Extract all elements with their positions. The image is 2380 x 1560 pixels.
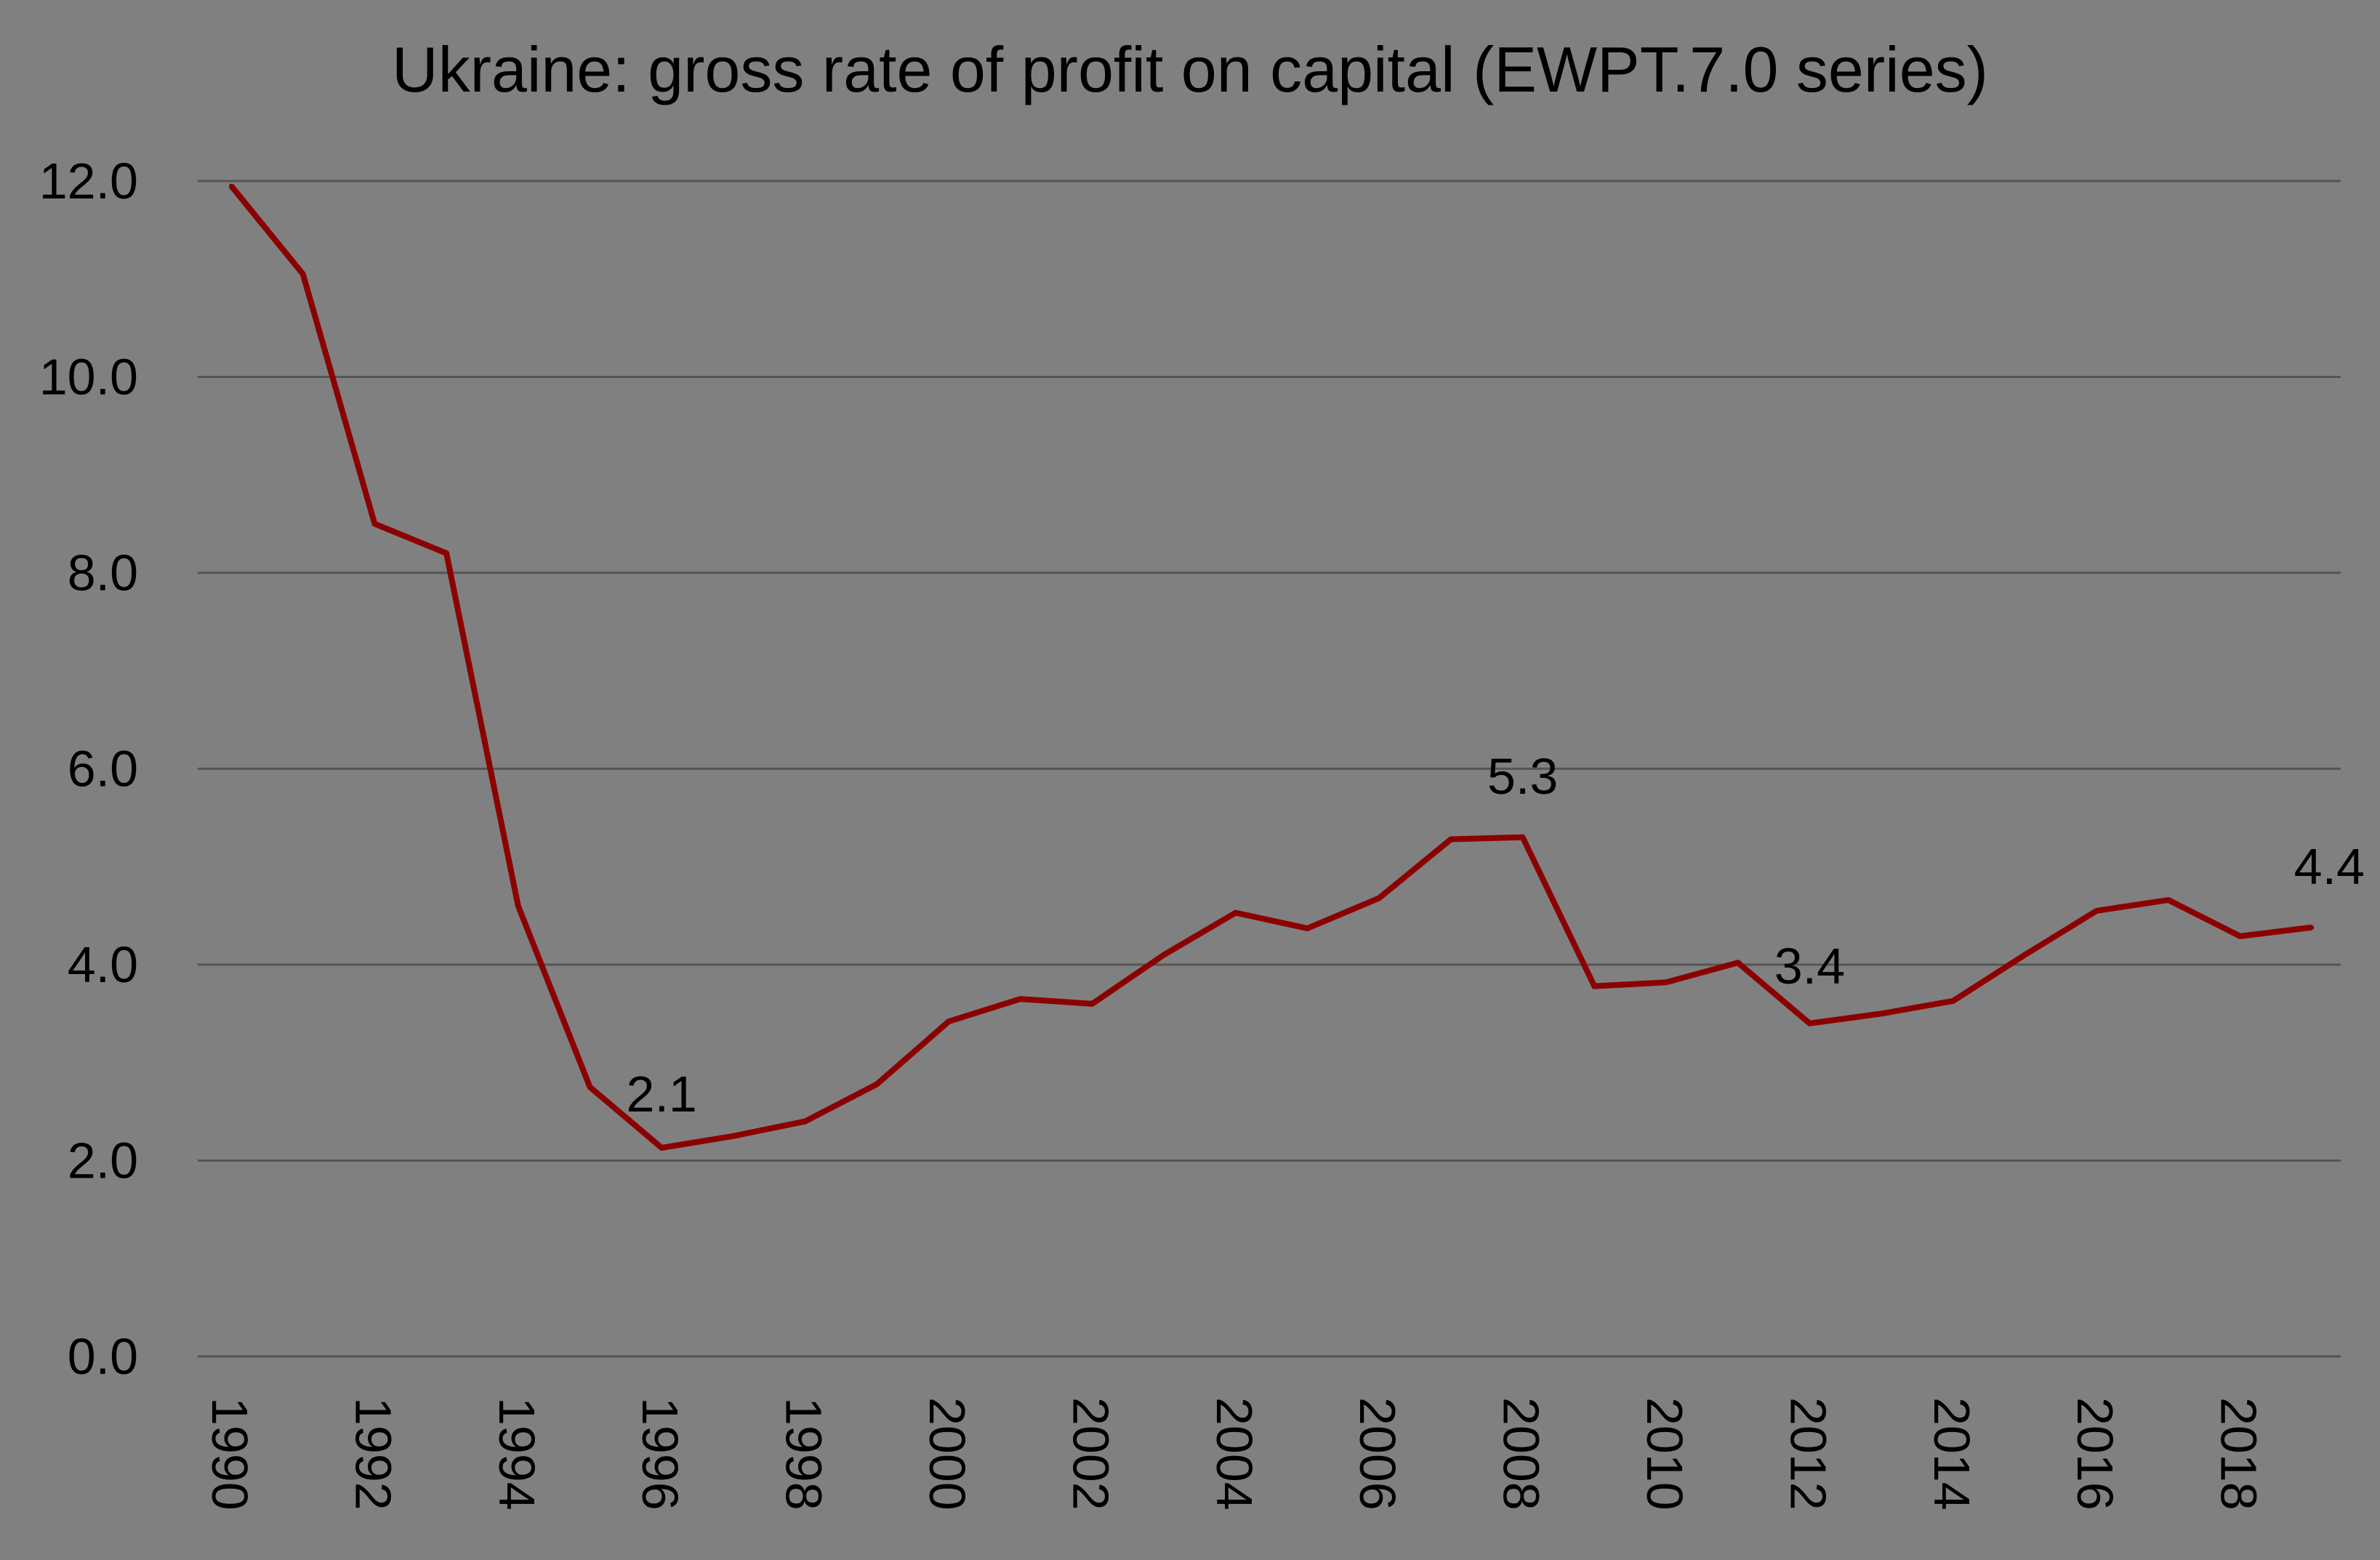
data-point (229, 183, 233, 188)
y-axis-tick-labels: 0.0 2.0 4.0 6.0 8.0 10.0 12.0 (39, 153, 138, 1385)
data-label: 5.3 (1487, 748, 1558, 805)
data-point (803, 1119, 808, 1124)
data-point (1592, 984, 1597, 989)
x-axis-tick-labels: 1990 1992 1994 1996 1998 2000 2002 2004 2006 2008… (201, 1397, 2267, 1511)
gridlines (198, 180, 2341, 1358)
data-point (1162, 952, 1167, 957)
data-point (2309, 925, 2315, 930)
data-label-group: 2.1 5.3 3.4 4.4 (627, 748, 2365, 1122)
data-point (2094, 908, 2099, 913)
x-tick-label: 2006 (1349, 1397, 1406, 1511)
data-point (1448, 837, 1453, 842)
x-tick-label: 2000 (919, 1397, 976, 1511)
data-point (444, 551, 449, 556)
x-tick-label: 2010 (1636, 1397, 1693, 1511)
data-point (1377, 896, 1382, 901)
data-point (1090, 1001, 1095, 1006)
data-point (2238, 933, 2243, 938)
x-tick-label: 2016 (2067, 1397, 2123, 1511)
data-point (1807, 1021, 1812, 1026)
data-point (1520, 835, 1525, 840)
data-point (1950, 998, 1955, 1003)
y-tick-label: 12.0 (39, 153, 138, 209)
data-point (372, 521, 377, 526)
data-point (300, 272, 305, 277)
data-point (1233, 910, 1238, 915)
data-label: 4.4 (2294, 838, 2365, 895)
data-point (1305, 926, 1310, 931)
data-point (587, 1085, 592, 1090)
y-tick-label: 0.0 (68, 1328, 138, 1385)
series-line (228, 184, 2312, 1151)
chart-title: Ukraine: gross rate of profit on capital… (392, 33, 1988, 105)
data-point (659, 1145, 664, 1150)
data-point (731, 1133, 736, 1138)
x-tick-label: 2004 (1206, 1397, 1263, 1511)
y-tick-label: 6.0 (68, 741, 138, 797)
y-tick-label: 2.0 (68, 1133, 138, 1189)
x-tick-label: 2014 (1923, 1397, 1980, 1511)
x-tick-label: 1996 (632, 1397, 688, 1511)
y-tick-label: 8.0 (68, 544, 138, 601)
x-tick-label: 1998 (776, 1397, 832, 1511)
x-tick-label: 1992 (345, 1397, 401, 1511)
data-point (2166, 898, 2171, 903)
data-point (515, 904, 520, 909)
x-tick-label: 2008 (1493, 1397, 1550, 1511)
data-point (1735, 960, 1740, 965)
x-tick-label: 1994 (489, 1397, 545, 1511)
data-point (1879, 1011, 1884, 1016)
data-point (1664, 980, 1668, 985)
x-tick-label: 2018 (2211, 1397, 2267, 1511)
data-point (946, 1019, 951, 1024)
data-label: 3.4 (1774, 938, 1845, 994)
x-tick-label: 1990 (201, 1397, 258, 1511)
data-point (1018, 997, 1023, 1002)
data-label: 2.1 (627, 1066, 697, 1122)
data-point (875, 1082, 880, 1087)
series-group (228, 183, 2315, 1151)
x-tick-label: 2002 (1062, 1397, 1119, 1511)
x-tick-label: 2012 (1780, 1397, 1836, 1511)
y-tick-label: 10.0 (39, 349, 138, 406)
data-point (2022, 952, 2027, 957)
y-tick-label: 4.0 (68, 936, 138, 993)
